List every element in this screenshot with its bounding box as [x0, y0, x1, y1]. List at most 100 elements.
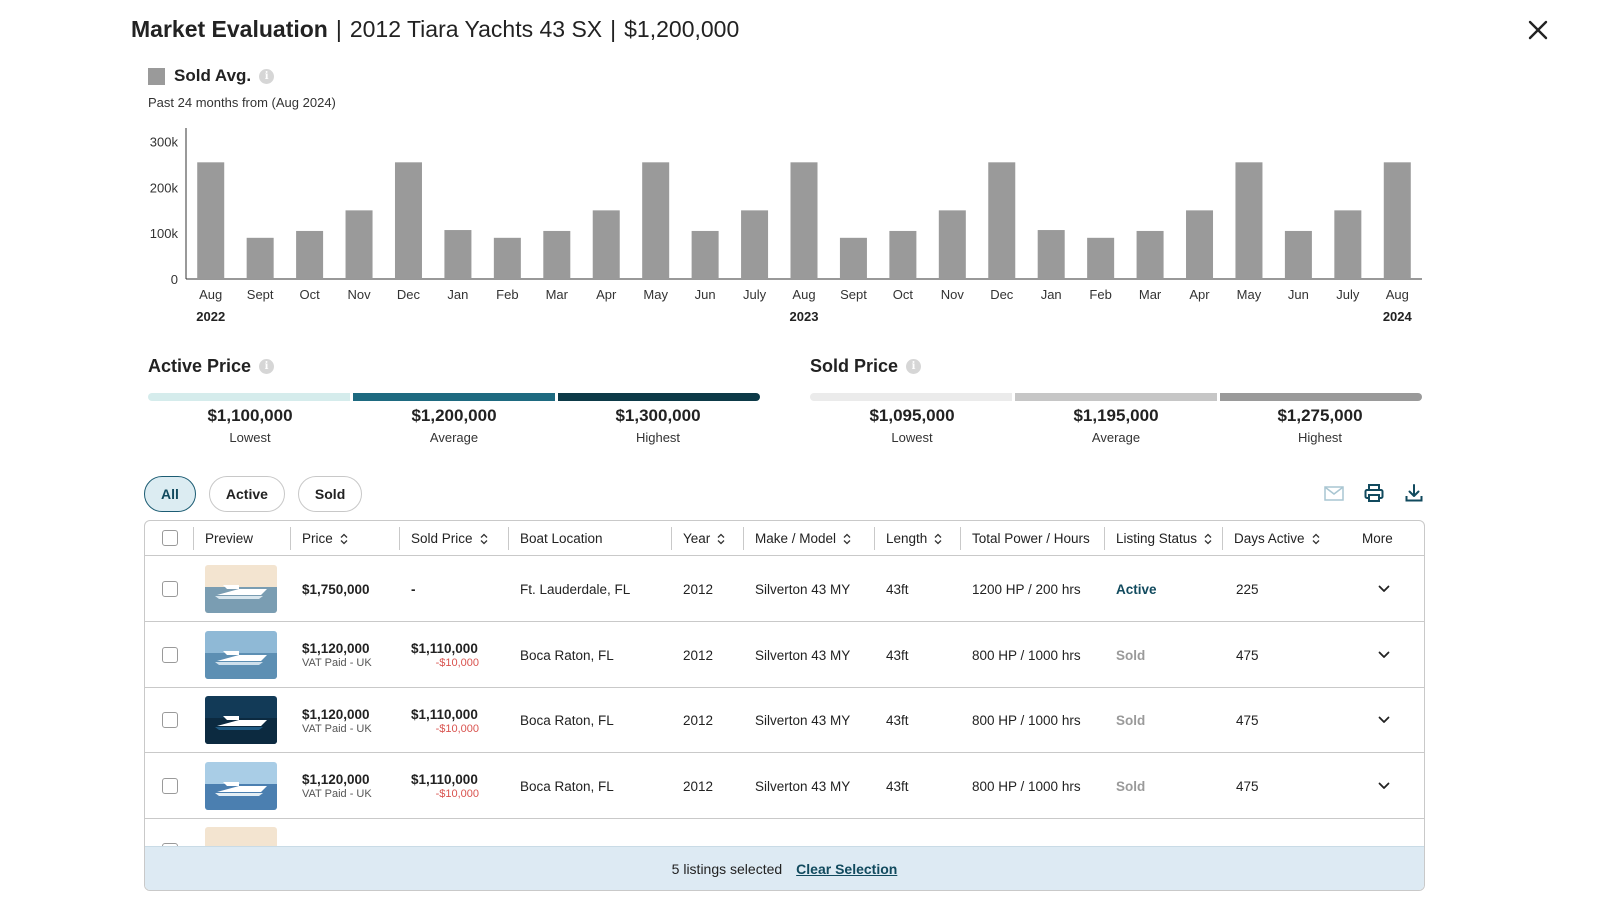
price-drop: -$10,000 — [435, 722, 479, 735]
chart-bar — [988, 162, 1016, 279]
sold-price-segment-high — [1220, 393, 1422, 401]
total-power: 800 HP / 1000 hrs — [972, 647, 1081, 663]
listing-price: $1,120,000 — [302, 641, 370, 656]
x-tick-label: July — [743, 287, 767, 302]
sort-icon — [1312, 533, 1319, 544]
sold-price: $1,110,000 — [411, 772, 478, 787]
x-tick-label: Nov — [347, 287, 371, 302]
price-drop: -$10,000 — [435, 657, 479, 669]
clear-selection-link[interactable]: Clear Selection — [796, 860, 898, 877]
table-row[interactable]: $1,750,000 - Ft. Lauderdale, FL 2012 Silvert… — [145, 557, 1424, 622]
total-power: 1200 HP / 200 hrs — [972, 582, 1081, 597]
chevron-down-icon[interactable] — [1377, 648, 1391, 662]
listing-price: $1,120,000 — [302, 772, 370, 787]
chevron-down-icon[interactable] — [1377, 713, 1391, 727]
chart-bar — [1136, 230, 1164, 279]
boat-price: $1,200,000 — [624, 16, 740, 42]
column-listing-status[interactable]: Listing Status — [1103, 521, 1212, 556]
info-icon[interactable]: i — [259, 359, 275, 374]
column-length[interactable]: Length — [873, 521, 942, 556]
row-checkbox[interactable] — [162, 712, 178, 728]
x-tick-label: Aug — [199, 287, 222, 302]
active-price-panel: Active Price i $1,100,000 Lowest $1,200,00… — [148, 356, 760, 445]
filter-all-button[interactable]: All — [144, 476, 196, 512]
year-label: 2022 — [196, 309, 225, 324]
title-separator: | — [610, 16, 617, 42]
boat-thumbnail[interactable] — [205, 761, 277, 810]
make-model: Silverton 43 MY — [755, 582, 851, 597]
active-price-segment-avg — [353, 393, 555, 401]
chart-bar — [1284, 230, 1312, 279]
page-title: Market Evaluation — [131, 16, 328, 42]
x-tick-label: Jan — [1041, 287, 1062, 302]
sold-price-lowest: $1,095,000 — [869, 406, 955, 425]
column-price[interactable]: Price — [290, 521, 348, 556]
boat-thumbnail[interactable] — [205, 565, 277, 613]
column-length-label: Length — [886, 531, 928, 546]
make-model: Silverton 43 MY — [755, 713, 851, 728]
chart-bar — [1087, 237, 1115, 279]
active-price-average: $1,200,000 — [411, 406, 497, 425]
listing-price: $1,120,000 — [302, 706, 370, 722]
info-icon[interactable]: i — [259, 68, 275, 84]
sold-avg-bar-chart: 0 100k 200k 300k Aug Sept Oct Nov Dec Jan Feb Mar Ap… — [150, 128, 1422, 324]
sold-price-average-label: Average — [1091, 430, 1141, 445]
boat-location: Boca Raton, FL — [520, 778, 614, 794]
chevron-down-icon[interactable] — [1377, 779, 1391, 793]
days-active: 475 — [1236, 713, 1259, 728]
row-checkbox[interactable] — [162, 777, 178, 794]
table-row[interactable]: $1,120,000 VAT Paid - UK $1,110,000 -$10,00… — [145, 754, 1424, 819]
info-icon[interactable]: i — [906, 359, 922, 374]
active-price-range-bar — [148, 393, 760, 401]
column-preview: Preview — [192, 521, 253, 556]
boat-thumbnail[interactable] — [205, 696, 277, 744]
y-tick-label: 0 — [171, 272, 178, 287]
table-row[interactable]: $1,120,000 VAT Paid - UK $1,110,000 -$10,00… — [145, 623, 1424, 688]
column-make-model[interactable]: Make / Model — [742, 521, 851, 556]
filter-active-button[interactable]: Active — [208, 476, 285, 512]
x-tick-label: Dec — [990, 287, 1014, 302]
x-tick-label: Oct — [299, 287, 320, 302]
select-all-checkbox[interactable] — [162, 530, 178, 546]
sold-price-segment-avg — [1015, 393, 1217, 401]
sold-price-highest: $1,275,000 — [1277, 406, 1363, 425]
sold-price-highest-label: Highest — [1297, 430, 1343, 445]
x-tick-label: Dec — [397, 287, 421, 302]
row-checkbox[interactable] — [162, 581, 178, 597]
table-row[interactable]: $1,120,000 VAT Paid - UK $1,110,000 -$10,00… — [145, 688, 1424, 753]
boat-thumbnail[interactable] — [205, 630, 277, 679]
download-icon[interactable] — [1403, 482, 1425, 504]
filter-sold-button[interactable]: Sold — [297, 476, 363, 512]
chevron-down-icon[interactable] — [1377, 582, 1391, 596]
column-sold-price[interactable]: Sold Price — [399, 521, 488, 556]
print-icon[interactable] — [1363, 482, 1385, 504]
boat-location: Boca Raton, FL — [520, 713, 614, 728]
column-days-active[interactable]: Days Active — [1222, 521, 1320, 556]
chart-bar — [246, 237, 274, 279]
mail-icon[interactable] — [1323, 482, 1345, 504]
boat-location: Boca Raton, FL — [520, 647, 614, 663]
boat-length: 43ft — [886, 647, 909, 663]
total-power: 800 HP / 1000 hrs — [972, 778, 1081, 794]
boat-length: 43ft — [886, 713, 909, 728]
chart-bar — [889, 230, 917, 279]
chart-bar — [197, 162, 225, 279]
selection-count: 5 listings selected — [671, 860, 783, 877]
chart-bar — [691, 230, 719, 279]
chart-legend: Sold Avg. i — [148, 66, 275, 86]
y-tick-label: 300k — [150, 135, 179, 150]
price-note: VAT Paid - UK — [302, 657, 372, 669]
days-active: 225 — [1236, 582, 1259, 597]
x-tick-label: Feb — [496, 287, 518, 302]
sold-price-range-bar — [810, 393, 1422, 401]
row-checkbox[interactable] — [162, 646, 178, 663]
column-sold-price-label: Sold Price — [411, 531, 473, 546]
column-price-label: Price — [302, 531, 333, 546]
active-price-title: Active Price — [148, 356, 252, 376]
column-days-active-label: Days Active — [1234, 531, 1305, 546]
chart-bar — [839, 237, 867, 279]
column-year[interactable]: Year — [670, 521, 725, 556]
close-button[interactable] — [1524, 16, 1552, 44]
x-tick-label: Sept — [247, 287, 274, 302]
days-active: 475 — [1236, 647, 1259, 663]
